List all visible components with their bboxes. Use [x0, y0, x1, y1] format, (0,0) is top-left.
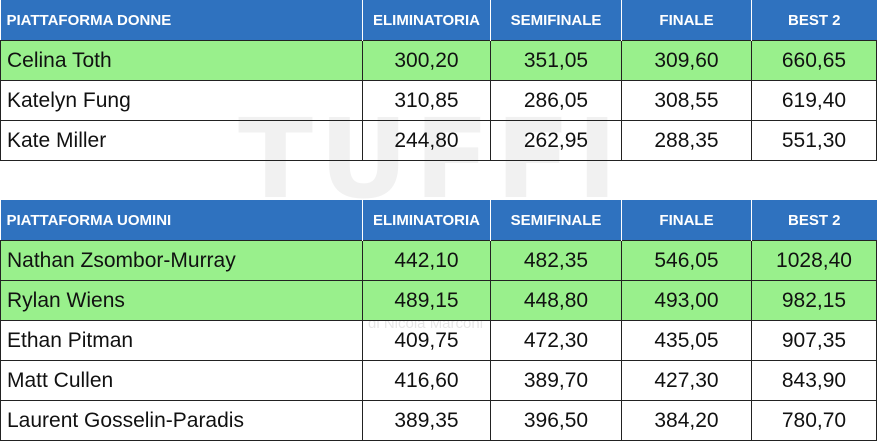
table-row: Katelyn Fung 310,85 286,05 308,55 619,40	[0, 80, 877, 121]
header-event: PIATTAFORMA UOMINI	[0, 200, 363, 241]
athlete-name: Kate Miller	[0, 120, 363, 161]
score-semifinale: 482,35	[490, 240, 622, 281]
score-finale: 309,60	[621, 40, 752, 81]
athlete-name: Matt Cullen	[0, 360, 363, 401]
score-eliminatoria: 310,85	[362, 80, 491, 121]
score-best2: 660,65	[751, 40, 877, 81]
score-finale: 427,30	[621, 360, 752, 401]
table-row: Laurent Gosselin-Paradis 389,35 396,50 3…	[0, 400, 877, 441]
score-finale: 546,05	[621, 240, 752, 281]
athlete-name: Laurent Gosselin-Paradis	[0, 400, 363, 441]
score-finale: 493,00	[621, 280, 752, 321]
header-semifinale: SEMIFINALE	[490, 0, 622, 41]
score-eliminatoria: 409,75	[362, 320, 491, 361]
athlete-name: Katelyn Fung	[0, 80, 363, 121]
score-best2: 907,35	[751, 320, 877, 361]
header-finale: FINALE	[621, 200, 752, 241]
score-finale: 308,55	[621, 80, 752, 121]
women-platform-table: PIATTAFORMA DONNE ELIMINATORIA SEMIFINAL…	[0, 0, 877, 161]
score-best2: 982,15	[751, 280, 877, 321]
score-best2: 1028,40	[751, 240, 877, 281]
score-eliminatoria: 416,60	[362, 360, 491, 401]
table-row: Matt Cullen 416,60 389,70 427,30 843,90	[0, 360, 877, 401]
header-best2: BEST 2	[751, 0, 877, 41]
score-best2: 551,30	[751, 120, 877, 161]
header-best2: BEST 2	[751, 200, 877, 241]
score-semifinale: 351,05	[490, 40, 622, 81]
score-eliminatoria: 300,20	[362, 40, 491, 81]
score-semifinale: 448,80	[490, 280, 622, 321]
score-semifinale: 262,95	[490, 120, 622, 161]
table-header-row: PIATTAFORMA UOMINI ELIMINATORIA SEMIFINA…	[0, 200, 877, 241]
athlete-name: Nathan Zsombor-Murray	[0, 240, 363, 281]
athlete-name: Celina Toth	[0, 40, 363, 81]
table-row: Celina Toth 300,20 351,05 309,60 660,65	[0, 40, 877, 81]
score-eliminatoria: 389,35	[362, 400, 491, 441]
score-semifinale: 389,70	[490, 360, 622, 401]
score-semifinale: 472,30	[490, 320, 622, 361]
score-best2: 843,90	[751, 360, 877, 401]
men-platform-table: PIATTAFORMA UOMINI ELIMINATORIA SEMIFINA…	[0, 200, 877, 441]
header-eliminatoria: ELIMINATORIA	[362, 0, 491, 41]
header-event: PIATTAFORMA DONNE	[0, 0, 363, 41]
score-semifinale: 396,50	[490, 400, 622, 441]
score-best2: 619,40	[751, 80, 877, 121]
table-row: Ethan Pitman 409,75 472,30 435,05 907,35	[0, 320, 877, 361]
score-finale: 384,20	[621, 400, 752, 441]
table-row: Kate Miller 244,80 262,95 288,35 551,30	[0, 120, 877, 161]
athlete-name: Rylan Wiens	[0, 280, 363, 321]
score-semifinale: 286,05	[490, 80, 622, 121]
header-semifinale: SEMIFINALE	[490, 200, 622, 241]
table-row: Rylan Wiens 489,15 448,80 493,00 982,15	[0, 280, 877, 321]
athlete-name: Ethan Pitman	[0, 320, 363, 361]
header-eliminatoria: ELIMINATORIA	[362, 200, 491, 241]
score-eliminatoria: 244,80	[362, 120, 491, 161]
score-best2: 780,70	[751, 400, 877, 441]
table-row: Nathan Zsombor-Murray 442,10 482,35 546,…	[0, 240, 877, 281]
score-eliminatoria: 489,15	[362, 280, 491, 321]
table-header-row: PIATTAFORMA DONNE ELIMINATORIA SEMIFINAL…	[0, 0, 877, 41]
score-eliminatoria: 442,10	[362, 240, 491, 281]
header-finale: FINALE	[621, 0, 752, 41]
score-finale: 435,05	[621, 320, 752, 361]
score-finale: 288,35	[621, 120, 752, 161]
